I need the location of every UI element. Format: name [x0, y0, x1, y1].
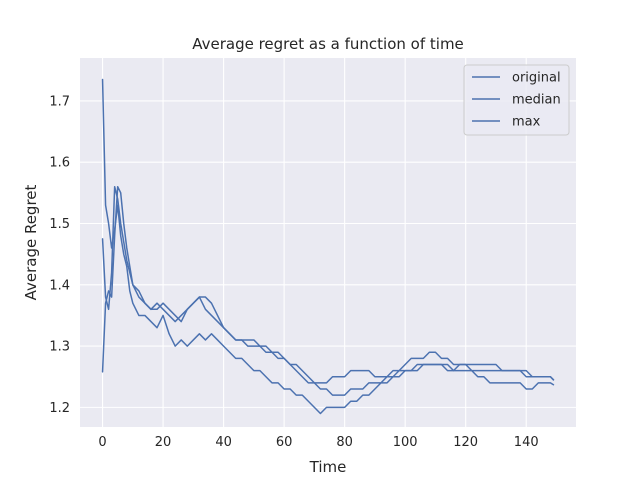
y-axis-ticks: 1.2 1.3 1.4 1.5 1.6 1.7	[49, 94, 70, 415]
legend-label: median	[512, 93, 561, 108]
legend-label: max	[512, 115, 541, 130]
y-axis-label: Average Regret	[22, 184, 40, 300]
x-axis-ticks: 0 20 40 60 80 100 120 140	[98, 435, 538, 450]
chart-title: Average regret as a function of time	[192, 35, 464, 53]
x-tick-label: 100	[393, 435, 418, 450]
series-line-max	[101, 185, 555, 384]
x-tick-label: 120	[453, 435, 478, 450]
x-tick-label: 80	[336, 435, 353, 450]
legend-label: original	[512, 71, 561, 86]
x-tick-label: 140	[514, 435, 539, 450]
x-axis-label: Time	[309, 458, 347, 476]
y-tick-label: 1.3	[49, 340, 70, 355]
x-tick-label: 40	[215, 435, 232, 450]
y-tick-label: 1.5	[49, 217, 70, 232]
y-tick-label: 1.2	[49, 401, 70, 416]
y-tick-label: 1.4	[49, 278, 70, 293]
x-tick-label: 60	[276, 435, 293, 450]
series-layer	[101, 78, 555, 415]
x-tick-label: 0	[98, 435, 106, 450]
x-tick-label: 20	[155, 435, 172, 450]
series-line-original	[101, 78, 555, 415]
y-tick-label: 1.6	[49, 156, 70, 171]
legend: original median max	[463, 64, 570, 136]
legend-box	[463, 64, 570, 136]
y-tick-label: 1.7	[49, 94, 70, 109]
